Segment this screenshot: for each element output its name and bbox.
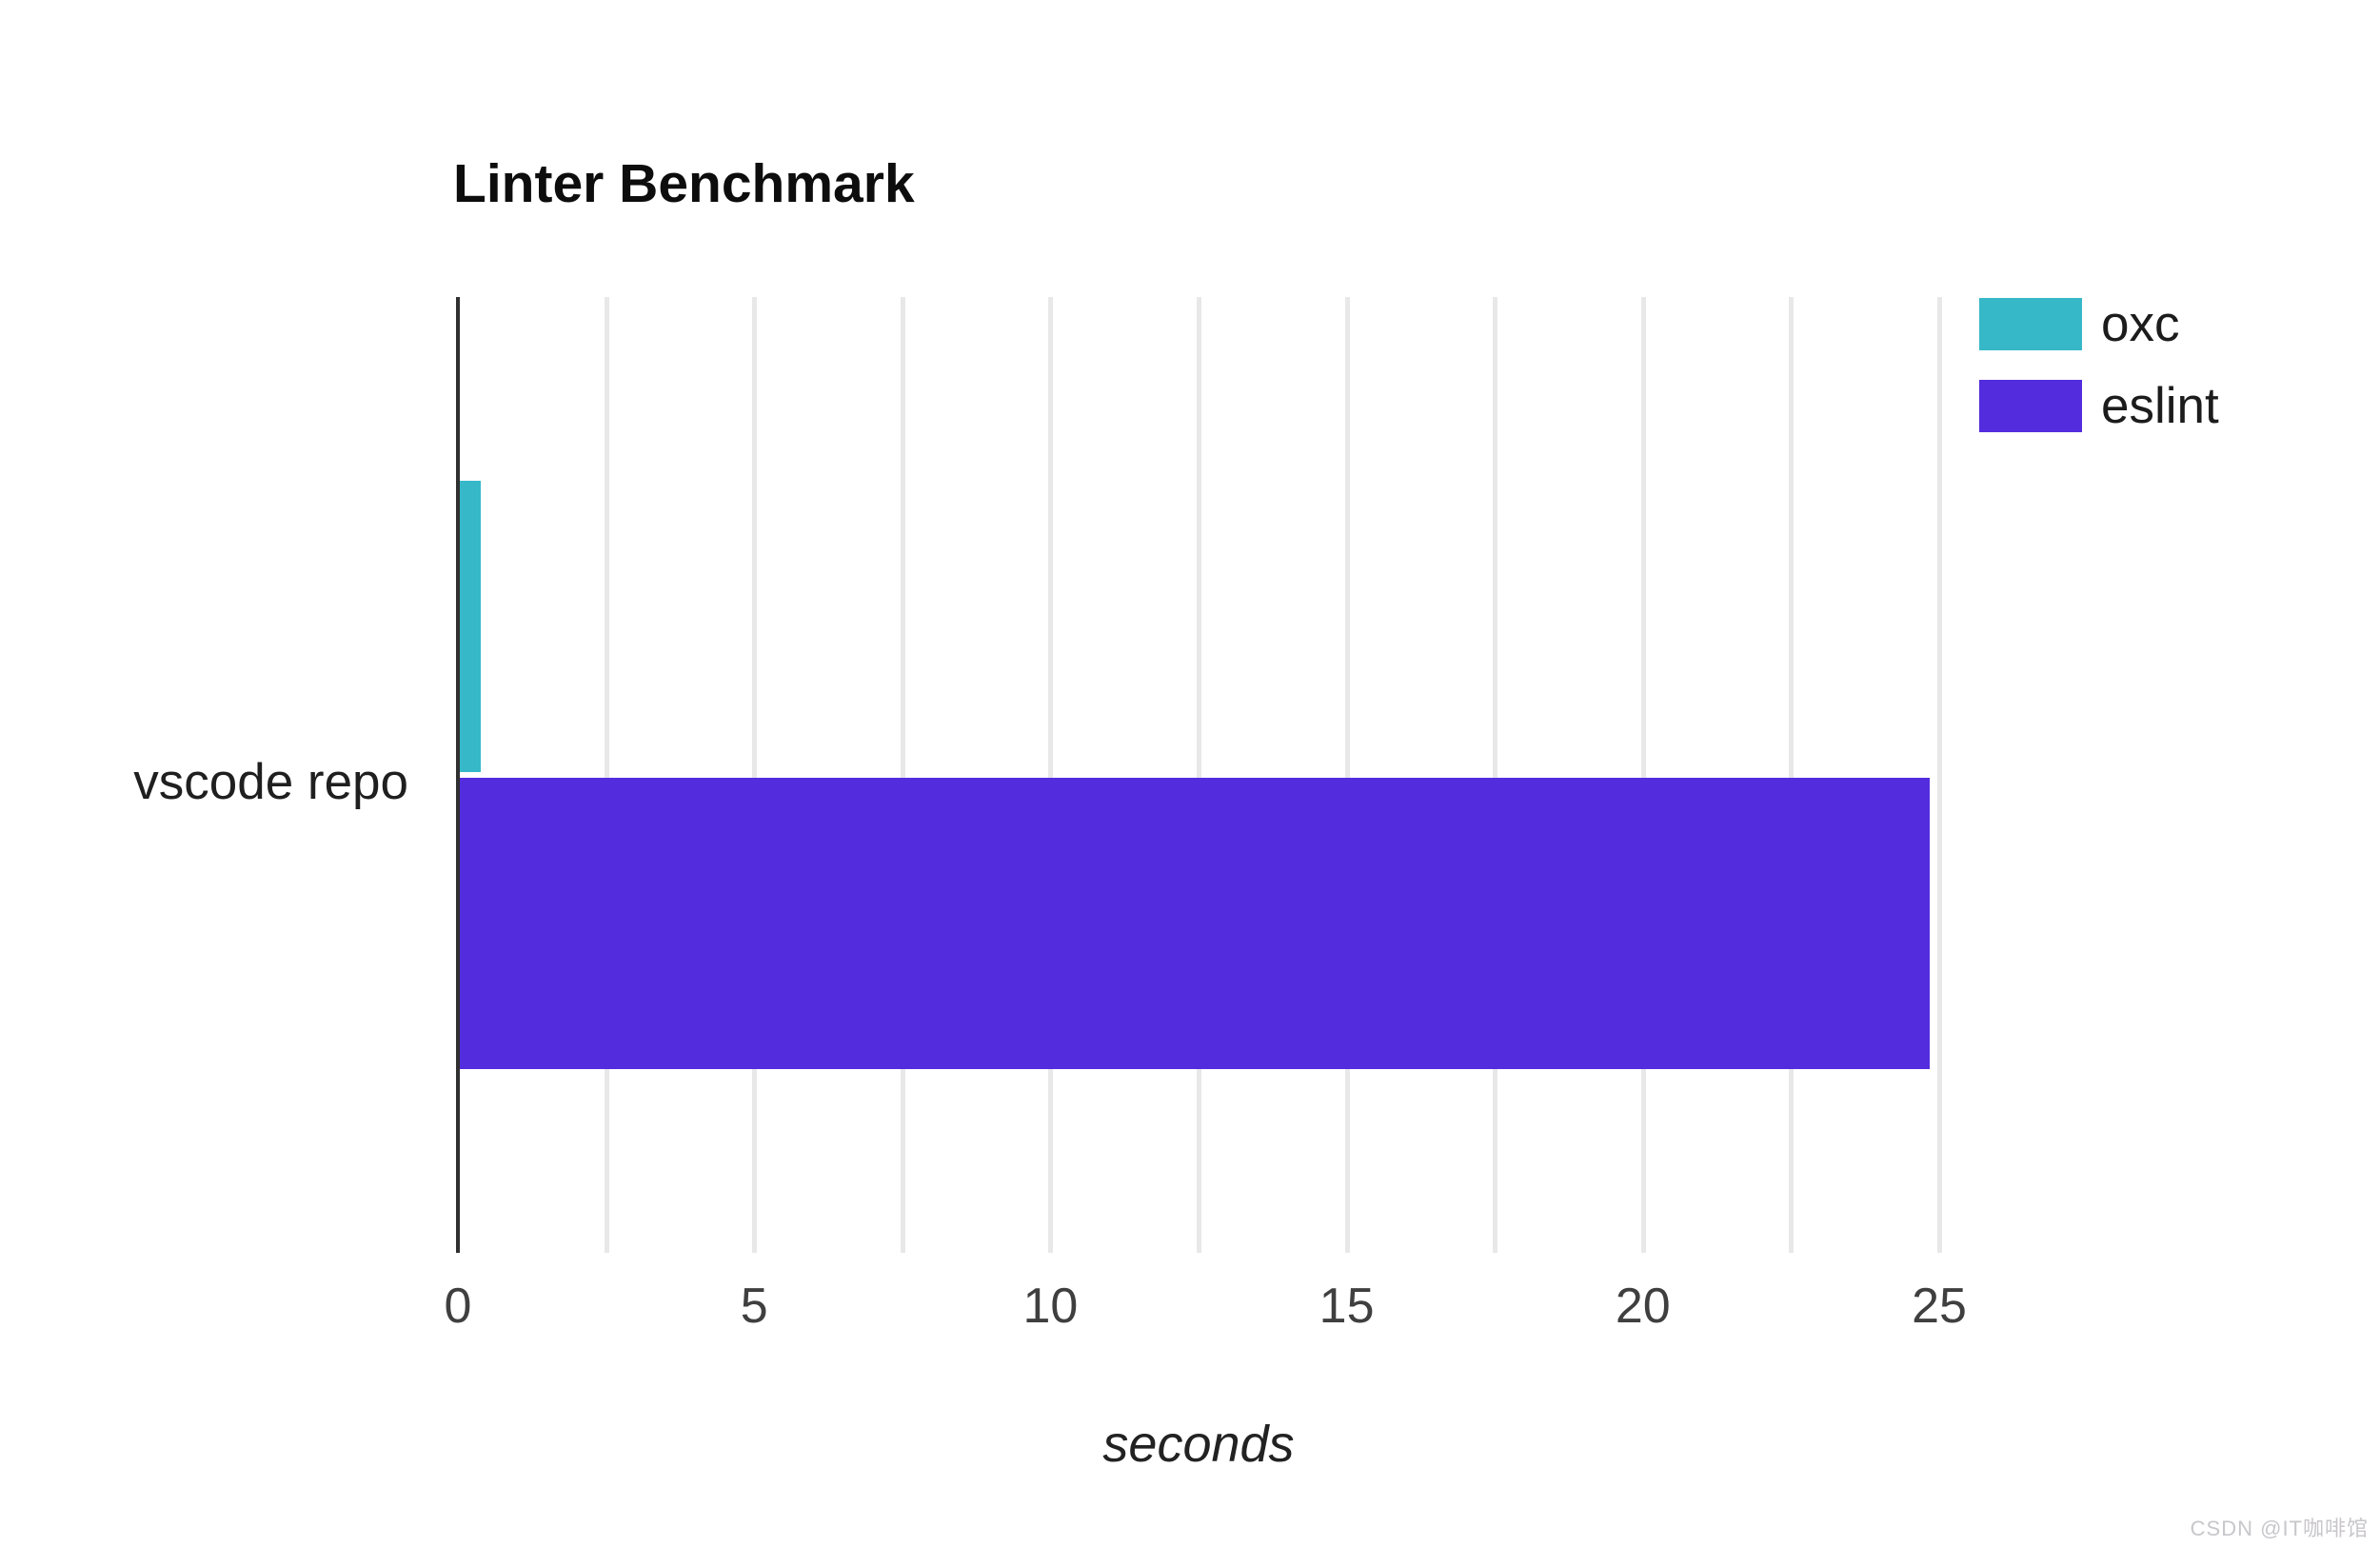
bar-oxc [460,481,481,772]
legend-label-oxc: oxc [2101,296,2180,352]
gridline-12.5 [1197,297,1201,1253]
gridline-10 [1048,297,1054,1253]
legend-swatch-oxc [1979,298,2082,350]
legend-item-oxc: oxc [1979,298,2219,350]
x-tick-15: 15 [1319,1279,1375,1334]
bar-eslint [460,778,1930,1069]
legend-swatch-eslint [1979,380,2082,432]
legend: oxc eslint [1979,298,2219,462]
gridline-20 [1640,297,1646,1253]
x-axis-title: seconds [1102,1416,1295,1473]
gridline-15 [1344,297,1350,1253]
x-tick-0: 0 [444,1279,472,1334]
watermark-text: CSDN @IT咖啡馆 [2190,1517,2369,1540]
gridline-22.5 [1789,297,1795,1253]
category-label-vscode-repo: vscode repo [133,754,408,810]
x-tick-25: 25 [1912,1279,1967,1334]
chart-title: Linter Benchmark [453,153,915,214]
y-axis-line [456,297,460,1253]
x-tick-20: 20 [1615,1279,1671,1334]
gridline-17.5 [1493,297,1498,1253]
gridline-7.5 [900,297,905,1253]
x-tick-5: 5 [740,1279,768,1334]
plot-area [456,297,1942,1253]
x-tick-10: 10 [1022,1279,1079,1334]
gridline-2.5 [604,297,609,1253]
legend-label-eslint: eslint [2101,378,2219,434]
gridline-5 [752,297,758,1253]
gridline-25 [1937,297,1942,1253]
legend-item-eslint: eslint [1979,380,2219,432]
